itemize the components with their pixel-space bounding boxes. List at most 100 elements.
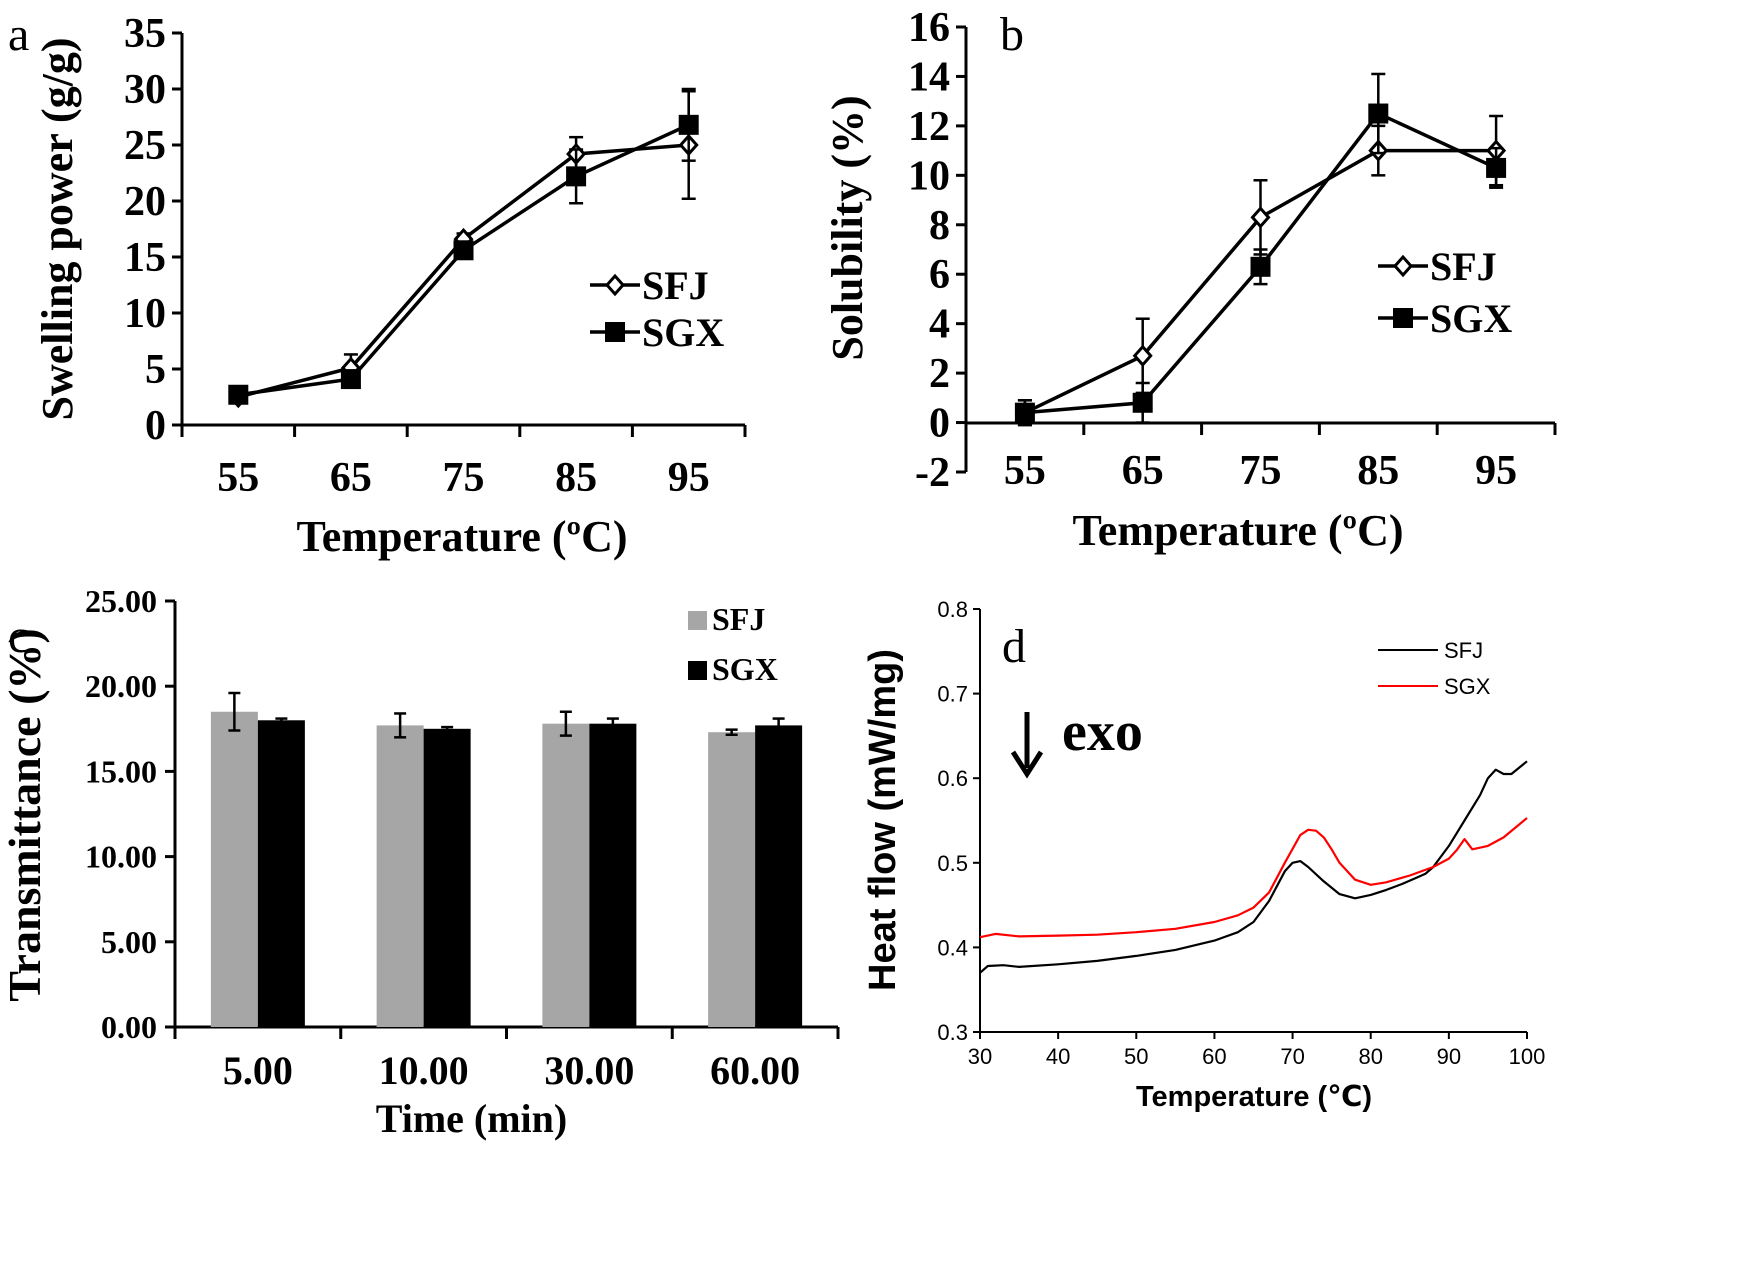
data-point-sgx	[1132, 392, 1153, 413]
y-tick-label: 0.5	[937, 851, 968, 876]
y-tick-label: 0.4	[937, 935, 968, 960]
y-tick-label: 0	[145, 403, 166, 449]
panel-c-letter: c	[8, 610, 29, 663]
y-tick-label: 0.00	[101, 1009, 157, 1045]
y-axis-title: Solubility (%)	[823, 95, 872, 360]
y-axis-title: Swelling power (g/g)	[33, 38, 82, 421]
x-tick-label: 40	[1046, 1044, 1070, 1069]
legend-label: SGX	[642, 310, 724, 355]
y-tick-label: 8	[929, 203, 950, 249]
x-tick-label: 85	[555, 455, 597, 501]
data-point-sfj	[1250, 206, 1271, 229]
data-point-sgx	[678, 114, 699, 135]
bar-sgx	[755, 725, 803, 1027]
legend-label: SGX	[712, 651, 778, 687]
x-tick-label: 70	[1280, 1044, 1304, 1069]
panel-d-chart: 0.3 0.4 0.5 0.6 0.7 0.8 30 40 50 60 70 80 90 100 Tempe…	[862, 597, 1545, 1113]
data-point-sfj	[1132, 344, 1153, 368]
exo-annotation: exo	[1062, 701, 1143, 763]
x-tick-label: 30	[968, 1044, 992, 1069]
x-tick-label: 95	[668, 455, 710, 501]
legend-label: SFJ	[642, 263, 709, 308]
data-point-sgx	[228, 384, 249, 405]
y-tick-label: 0.7	[937, 682, 968, 707]
bar-sgx	[589, 723, 637, 1027]
bar-sgx	[257, 720, 305, 1027]
x-tick-label: 30.00	[544, 1048, 634, 1093]
y-tick-label: 30	[124, 67, 166, 113]
y-tick-label: 15	[124, 235, 166, 281]
legend-marker	[605, 322, 625, 342]
y-tick-label: 35	[124, 11, 166, 57]
y-tick-label: 25.00	[85, 583, 157, 619]
y-tick-label: 4	[929, 302, 950, 348]
x-tick-label: 60	[1202, 1044, 1226, 1069]
dsc-curve-sgx	[979, 817, 1528, 939]
x-axis-title: Temperature (ºC)	[1072, 506, 1403, 555]
y-tick-label: 12	[908, 104, 950, 150]
y-tick-label: 2	[929, 351, 950, 397]
x-tick-label: 10.00	[379, 1048, 469, 1093]
y-tick-label: 20	[124, 179, 166, 225]
exo-arrow-head	[1010, 750, 1044, 779]
panel-b-letter: b	[1000, 8, 1024, 61]
y-tick-label: 10	[908, 153, 950, 199]
legend-swatch	[688, 661, 707, 680]
x-tick-label: 5.00	[223, 1048, 293, 1093]
bar-sfj	[542, 723, 590, 1027]
x-tick-label: 100	[1509, 1044, 1546, 1069]
panel-a-letter: a	[8, 8, 29, 61]
data-point-sgx	[1368, 103, 1389, 124]
y-axis-title: Transmittance (%)	[0, 628, 50, 1001]
y-tick-label: 20.00	[85, 668, 157, 704]
data-point-sgx	[1250, 256, 1271, 277]
legend-marker	[1393, 308, 1413, 328]
x-tick-label: 65	[330, 455, 372, 501]
x-tick-label: 90	[1437, 1044, 1461, 1069]
y-tick-label: -2	[915, 450, 950, 496]
data-point-sgx	[1486, 157, 1507, 178]
legend-label: SFJ	[1444, 638, 1483, 663]
x-tick-label: 80	[1358, 1044, 1382, 1069]
bar-sgx	[423, 728, 471, 1027]
legend-marker	[604, 273, 626, 297]
series-line-sfj	[237, 143, 689, 399]
legend-marker	[1392, 254, 1414, 278]
panel-c-chart: 0.00 5.00 10.00 15.00 20.00 25.00 5.00 10.00 30.…	[0, 583, 840, 1141]
panel-d-letter: d	[1002, 620, 1026, 673]
y-tick-label: 10	[124, 291, 166, 337]
legend-swatch	[688, 611, 707, 630]
legend-label: SFJ	[1430, 244, 1497, 289]
x-tick-label: 85	[1357, 448, 1399, 494]
y-tick-label: 0.8	[937, 597, 968, 622]
x-tick-label: 75	[443, 455, 485, 501]
x-axis-title: Temperature (℃)	[1136, 1081, 1372, 1113]
y-axis-title: Heat flow (mW/mg)	[862, 649, 904, 991]
x-tick-label: 55	[1004, 448, 1046, 494]
data-point-sgx	[1014, 402, 1035, 423]
x-axis-title: Time (min)	[376, 1096, 567, 1141]
y-tick-label: 5	[145, 347, 166, 393]
x-tick-label: 65	[1122, 448, 1164, 494]
bar-sfj	[210, 711, 258, 1027]
x-tick-label: 55	[217, 455, 259, 501]
y-tick-label: 14	[908, 54, 950, 100]
dsc-curve-sfj	[979, 760, 1528, 974]
data-point-sgx	[340, 369, 361, 390]
y-tick-label: 0.3	[937, 1020, 968, 1045]
y-tick-label: 10.00	[85, 839, 157, 875]
x-tick-label: 60.00	[710, 1048, 800, 1093]
legend-label: SGX	[1430, 296, 1512, 341]
panel-a-chart: 0 5 10 15 20 25 30 35 55 65 75 85 95 Temperature (ºC)…	[33, 11, 747, 561]
x-tick-label: 75	[1240, 448, 1282, 494]
bar-sfj	[376, 725, 424, 1027]
x-tick-label: 50	[1124, 1044, 1148, 1069]
x-axis-title: Temperature (ºC)	[296, 512, 627, 561]
bar-sfj	[708, 732, 756, 1027]
y-tick-label: 0.6	[937, 766, 968, 791]
data-point-sgx	[453, 240, 474, 261]
y-tick-label: 15.00	[85, 753, 157, 789]
y-tick-label: 25	[124, 123, 166, 169]
x-tick-label: 95	[1475, 448, 1517, 494]
